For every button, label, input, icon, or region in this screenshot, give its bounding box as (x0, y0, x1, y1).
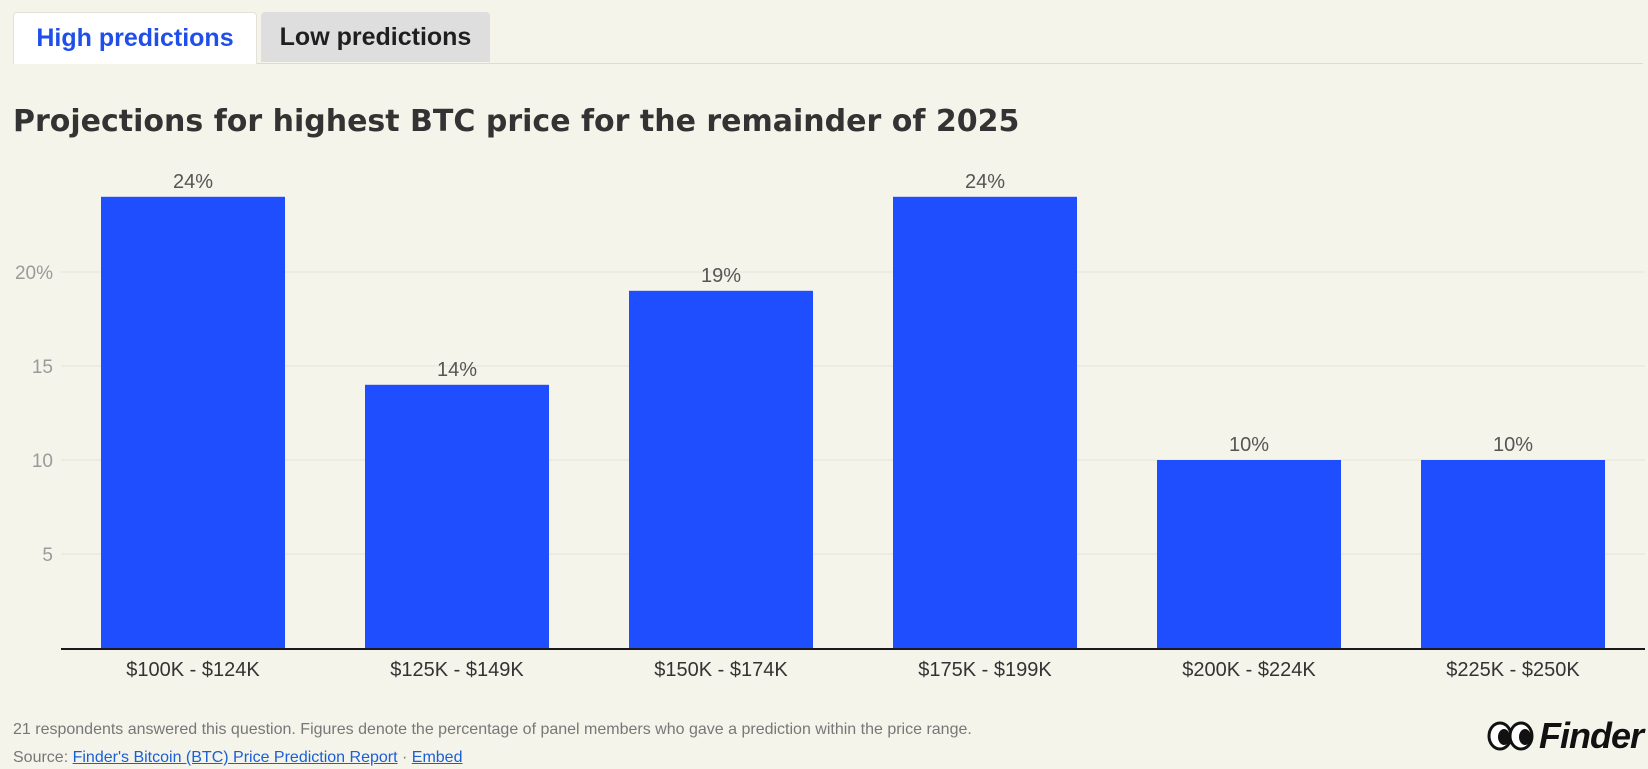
bar (365, 384, 549, 648)
data-label: 14% (437, 359, 477, 381)
data-label: 24% (173, 171, 213, 193)
bar (629, 290, 813, 648)
bar (1157, 460, 1341, 648)
x-tick-label: $175K - $199K (918, 659, 1052, 681)
finder-logo: Finder (1487, 715, 1644, 757)
data-label: 10% (1493, 434, 1533, 456)
bar-chart: 5 10 15 20% 24% $100K - $124K 14% $125K - $149K… (15, 171, 1645, 681)
y-tick-label: 10 (32, 451, 53, 472)
tab-bar: High predictions Low predictions (13, 12, 1643, 64)
tab-high-predictions[interactable]: High predictions (13, 12, 257, 64)
source-separator: · (401, 749, 408, 766)
source-report-link[interactable]: Finder's Bitcoin (BTC) Price Prediction … (72, 749, 398, 766)
y-tick-label: 5 (42, 545, 53, 566)
chart-footnote: 21 respondents answered this question. F… (13, 721, 972, 738)
x-tick-label: $225K - $250K (1446, 659, 1580, 681)
bar (893, 196, 1077, 649)
data-label: 10% (1229, 434, 1269, 456)
data-label: 24% (965, 171, 1005, 193)
bar (1421, 460, 1605, 648)
source-prefix: Source: (13, 749, 69, 766)
y-tick-label: 15 (32, 357, 53, 378)
x-tick-label: $100K - $124K (126, 659, 260, 681)
tab-low-predictions[interactable]: Low predictions (261, 12, 490, 62)
bar (101, 196, 285, 649)
source-line: Source: Finder's Bitcoin (BTC) Price Pre… (13, 749, 462, 767)
logo-wordmark: Finder (1538, 715, 1644, 756)
x-tick-label: $125K - $149K (390, 659, 524, 681)
y-tick-label: 20% (15, 263, 53, 284)
eyes-icon (1487, 721, 1534, 751)
x-tick-label: $200K - $224K (1182, 659, 1316, 681)
chart-title: Projections for highest BTC price for th… (13, 104, 1020, 139)
data-label: 19% (701, 265, 741, 287)
x-tick-label: $150K - $174K (654, 659, 788, 681)
embed-link[interactable]: Embed (411, 749, 463, 766)
